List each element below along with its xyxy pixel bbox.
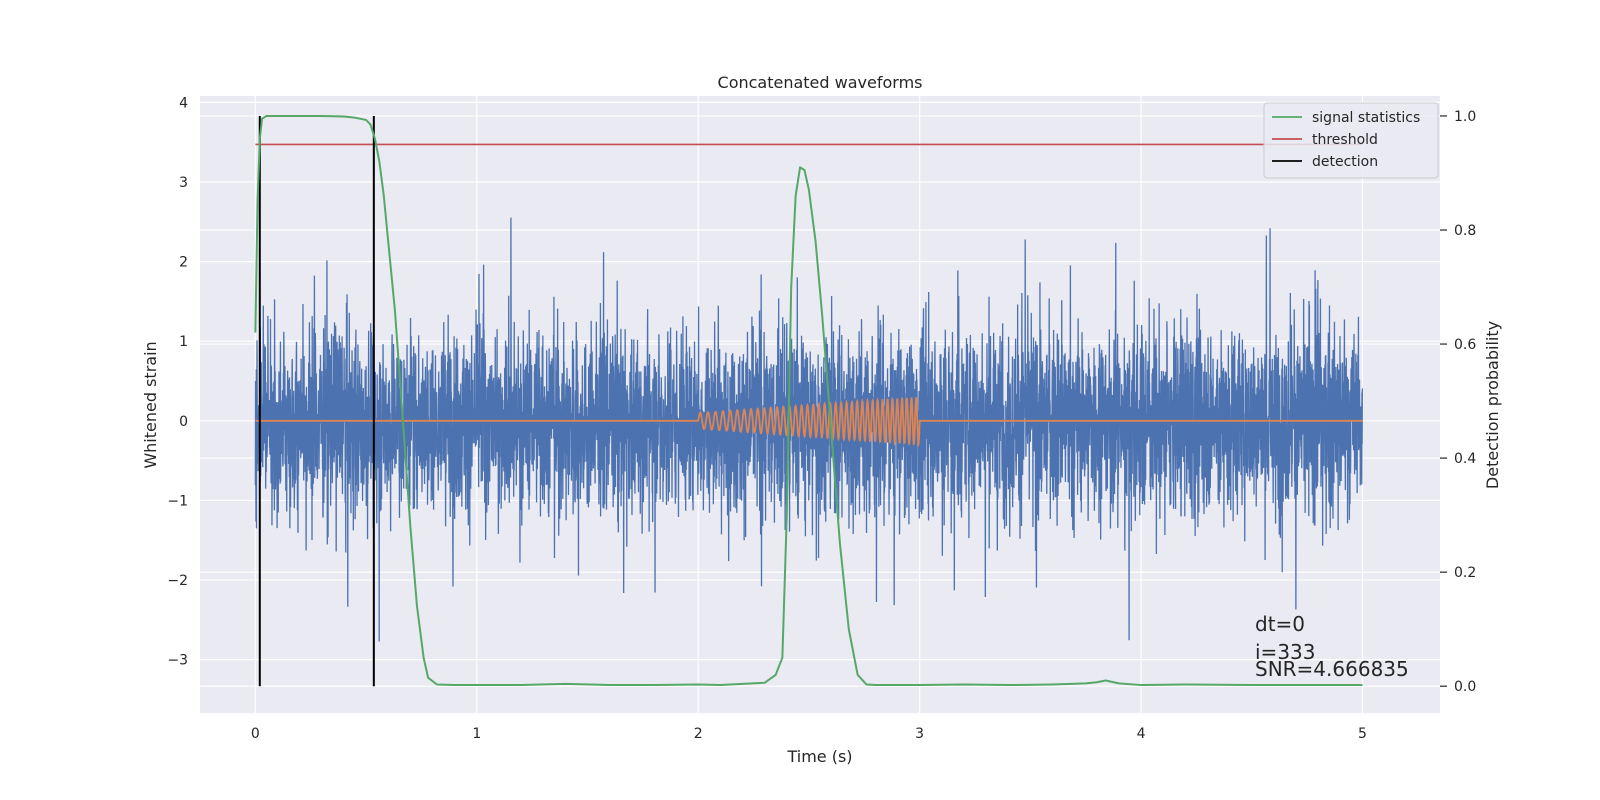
y-tick-label: −3 — [167, 653, 188, 669]
chart-title: Concatenated waveforms — [718, 73, 923, 92]
y2-axis-label: Detection probability — [1483, 321, 1502, 489]
y-tick-label: 2 — [179, 255, 188, 271]
x-tick-label: 2 — [694, 726, 703, 742]
y2-tick-label: 0.0 — [1454, 679, 1476, 695]
x-tick-label: 5 — [1358, 726, 1367, 742]
y-tick-label: 1 — [179, 334, 188, 350]
y-tick-label: −1 — [167, 493, 188, 509]
legend-label-statistic: signal statistics — [1312, 110, 1420, 126]
plot-area — [254, 114, 1364, 687]
y2-tick-label: 0.6 — [1454, 337, 1476, 353]
x-tick-label: 1 — [472, 726, 481, 742]
y2-tick-label: 0.8 — [1454, 223, 1476, 239]
legend-label-threshold: threshold — [1312, 132, 1378, 148]
annotations: dt=0 i=333 SNR=4.666835 — [1255, 612, 1409, 681]
legend-box — [1263, 102, 1439, 179]
y-tick-labels: −3 −2 −1 0 1 2 3 4 — [167, 95, 188, 668]
noise-series-line — [254, 217, 1364, 642]
annotation-snr: SNR=4.666835 — [1255, 657, 1409, 681]
y-tick-label: −2 — [167, 573, 188, 589]
x-tick-label: 3 — [915, 726, 924, 742]
x-tick-label: 4 — [1137, 726, 1146, 742]
annotation-dt: dt=0 — [1255, 612, 1305, 636]
statistic-series-line — [254, 114, 1363, 687]
y-tick-label: 3 — [179, 175, 188, 191]
y-tick-label: 0 — [179, 414, 188, 430]
y-tick-label: 4 — [179, 95, 188, 111]
y-axis-label: Whitened strain — [141, 341, 160, 468]
injection-series-line — [255, 396, 1363, 448]
annotation-index: i=333 — [1255, 640, 1316, 664]
x-tick-labels: 0 1 2 3 4 5 — [251, 726, 1367, 742]
y2-tick-label: 0.4 — [1454, 451, 1476, 467]
y2-tick-label: 0.2 — [1454, 565, 1476, 581]
y2-tick-label: 1.0 — [1454, 109, 1476, 125]
y2-tick-labels: 0.0 0.2 0.4 0.6 0.8 1.0 — [1440, 109, 1476, 695]
x-axis-label: Time (s) — [786, 747, 852, 766]
x-tick-label: 0 — [251, 726, 260, 742]
legend-label-detection: detection — [1312, 154, 1378, 170]
legend: signal statistics threshold detection — [1263, 102, 1439, 179]
